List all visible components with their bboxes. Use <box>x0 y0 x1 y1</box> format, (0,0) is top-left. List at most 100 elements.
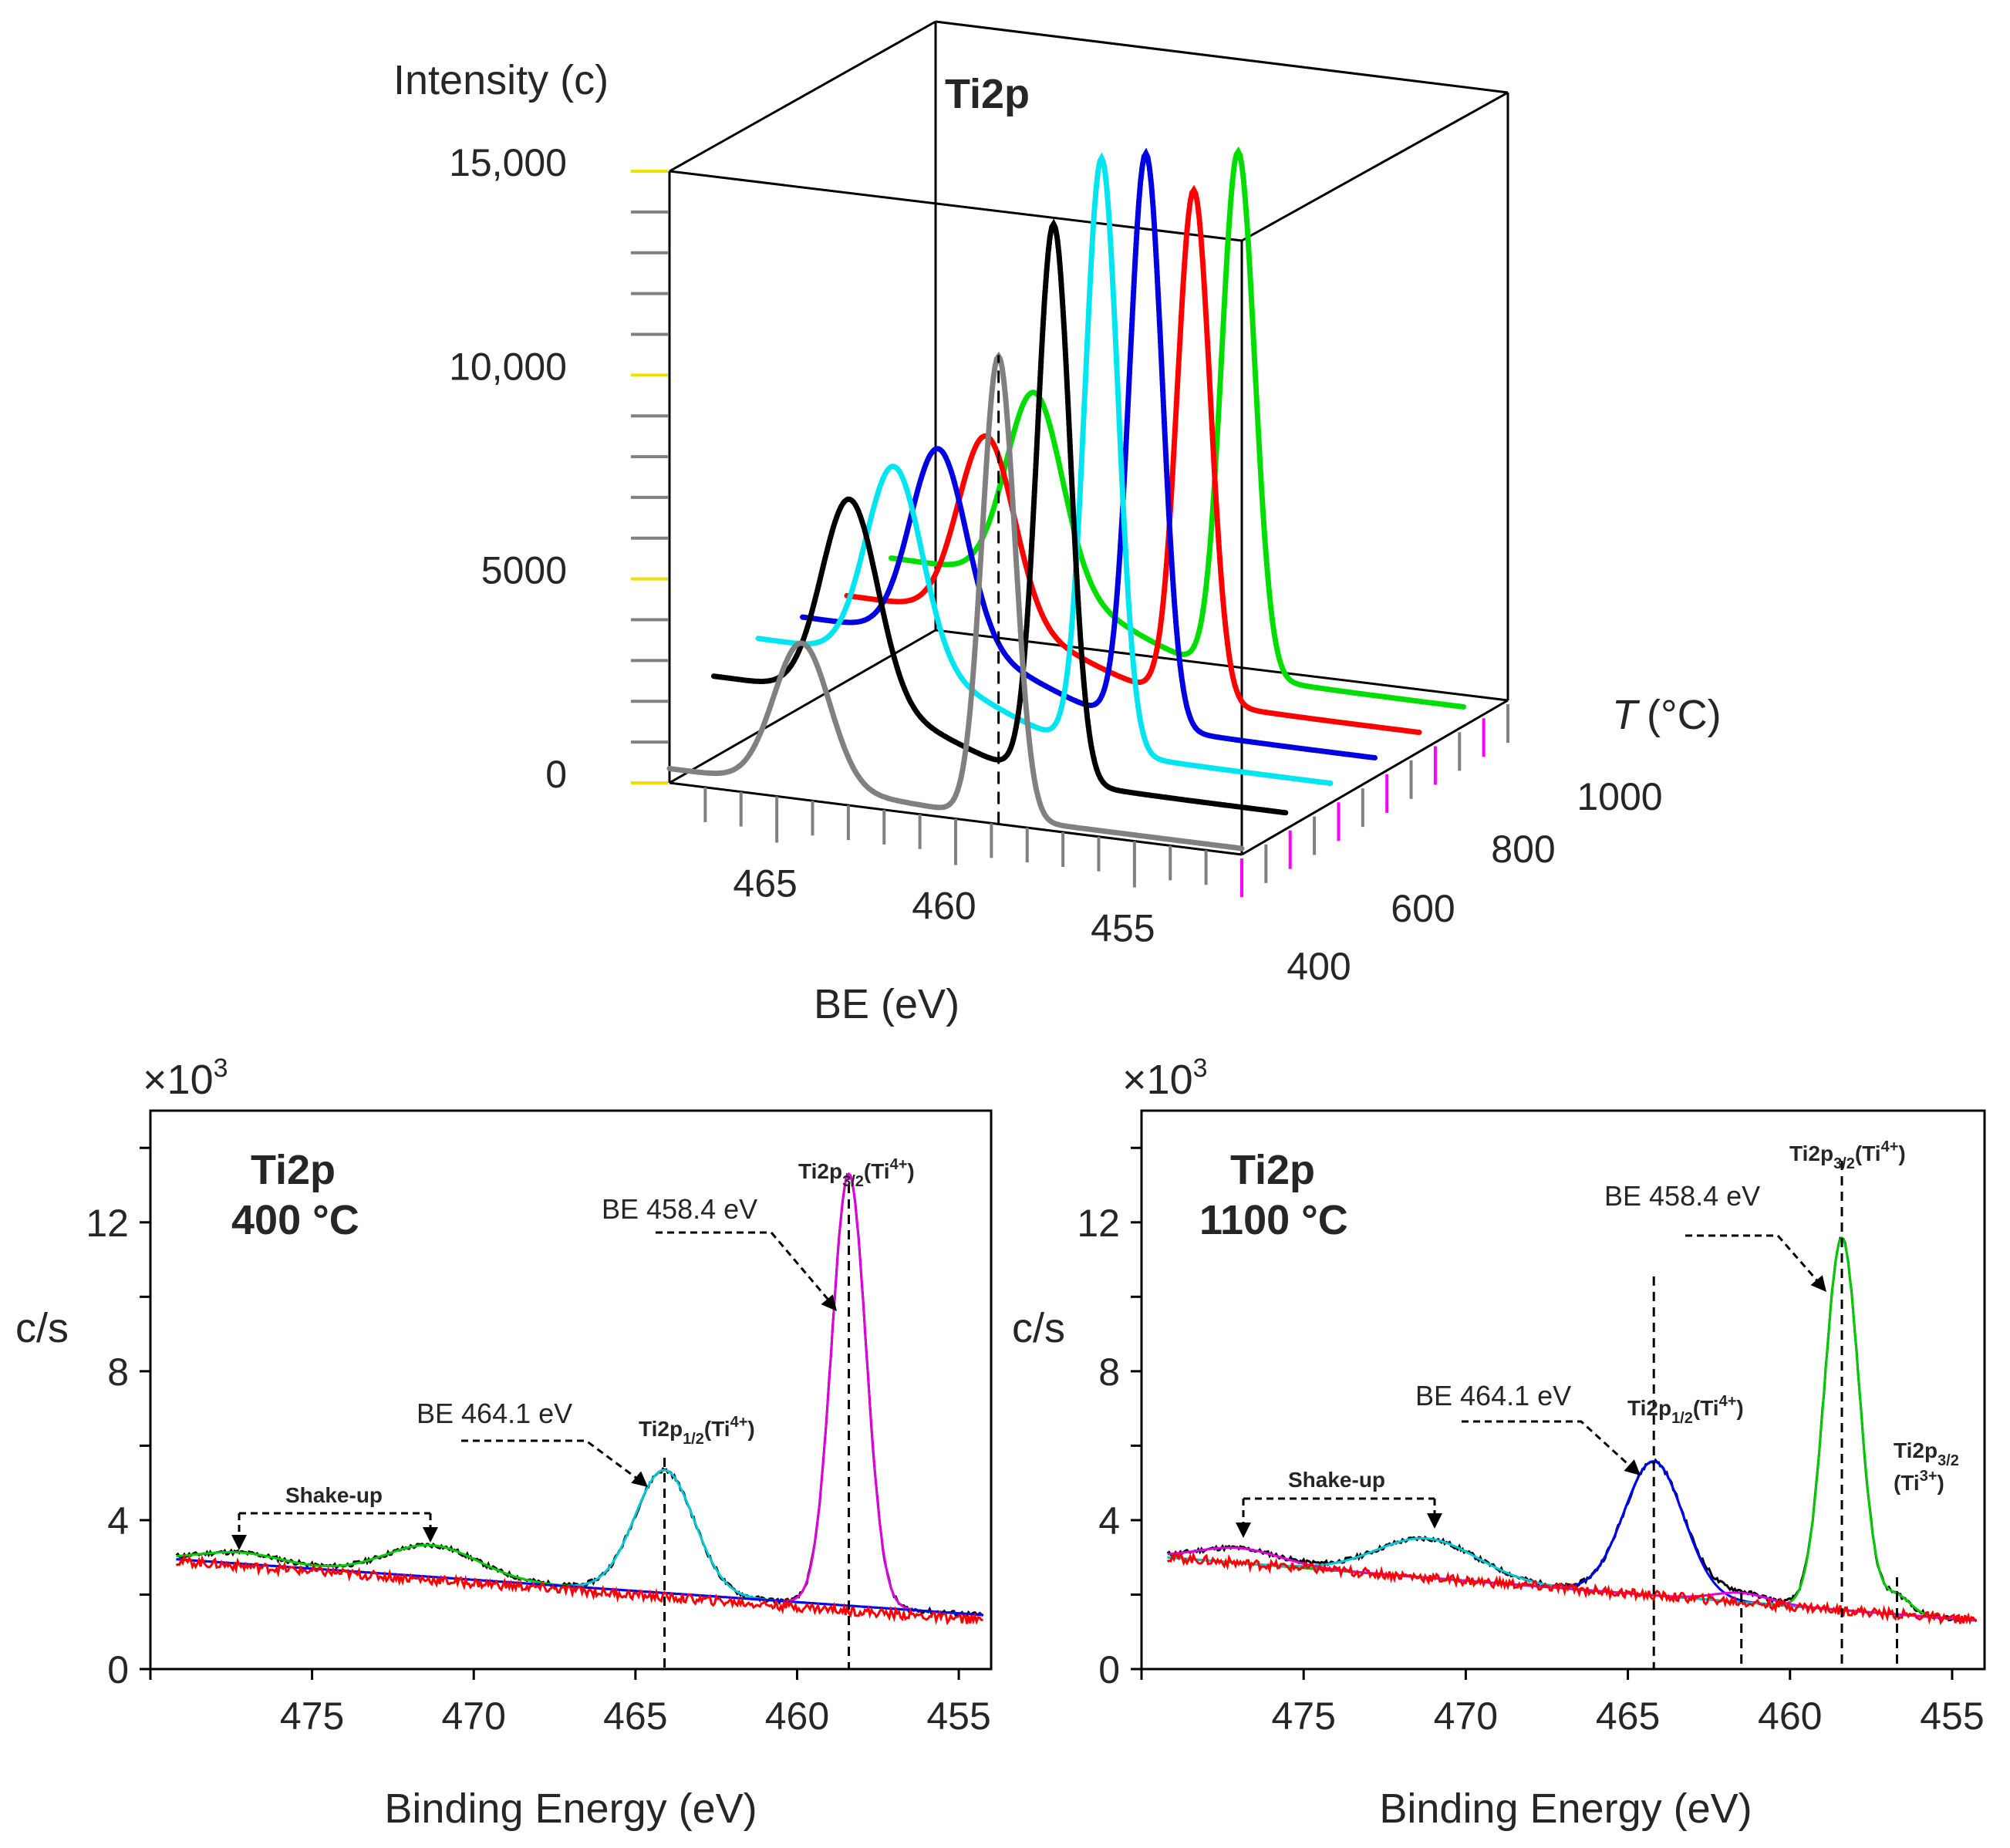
shake-up-left-arrowhead <box>231 1535 247 1550</box>
ti2p32-ti4-label: Ti2p3/2(Ti4+) <box>798 1156 915 1190</box>
ti2p12-ti4-label-part: 1/2 <box>1671 1410 1693 1427</box>
spectrum-1100c-markers <box>1652 1161 1898 1669</box>
be-458-arrowhead <box>1810 1275 1826 1292</box>
top-t-axis-unit: (°C) <box>1647 692 1722 738</box>
spectrum-400c-y-label: c/s <box>15 1305 69 1351</box>
y-tick-label: 8 <box>1098 1351 1120 1394</box>
ti2p32-ti4-label-part: 4+ <box>1881 1138 1899 1155</box>
spectrum-400c-title: Ti2p <box>251 1147 336 1193</box>
be-tick-label: 465 <box>733 862 797 905</box>
ti2p12-ti4-label-part: 1/2 <box>683 1431 704 1448</box>
spectrum-1100c-ticks: 0 4 8 12 475 470 465 460 455 <box>1077 1146 1985 1738</box>
ti2p32-ti4-label-part: (Ti <box>1855 1142 1881 1165</box>
p1-series-shake-up-fit <box>176 1543 983 1617</box>
top-series-T4 <box>800 147 1378 760</box>
ti2p32-ti4-label-part: ) <box>907 1159 914 1183</box>
ti2p12-ti4-label-part: ) <box>747 1417 754 1441</box>
y-tick-label: 8 <box>107 1351 129 1394</box>
box-top-back-edge <box>935 20 1509 94</box>
spectrum-1100c-temperature: 1100 °C <box>1199 1197 1348 1243</box>
temperature-tick-label: 1000 <box>1577 775 1662 818</box>
spectrum-1100c-series <box>1166 1236 1978 1626</box>
z-tick-label: 0 <box>545 753 567 796</box>
spectrum-400c-exponent-base: ×10 <box>143 1057 214 1103</box>
temperature-tick-label: 400 <box>1287 945 1351 988</box>
be-458-leader <box>656 1231 833 1304</box>
be-tick-label: 460 <box>912 885 976 928</box>
z-tick-label: 5000 <box>481 549 567 592</box>
ti2p32-ti3-label: Ti2p3/2 <box>1894 1438 1959 1469</box>
ti2p32-ti4-label-part: 4+ <box>890 1156 908 1173</box>
y-tick-label: 12 <box>1077 1202 1120 1245</box>
top-x-axis-label: BE (eV) <box>814 981 959 1027</box>
shake-up-label: Shake-up <box>285 1483 383 1507</box>
top-series-T3 <box>755 152 1334 786</box>
y-tick-label: 4 <box>1098 1499 1120 1543</box>
ti2p12-ti4-label: Ti2p1/2(Ti4+) <box>639 1414 755 1448</box>
p2-series-Ti2p3-2-fit <box>1167 1236 1977 1622</box>
x-tick-label: 460 <box>765 1695 829 1738</box>
spectrum-1100c-title: Ti2p <box>1230 1147 1315 1193</box>
x-tick-label: 470 <box>442 1695 506 1738</box>
ti2p32-ti4-label-part: 3/2 <box>1833 1155 1855 1172</box>
x-tick-label: 465 <box>1596 1695 1660 1738</box>
y-tick-label: 0 <box>107 1648 129 1691</box>
x-tick-label: 465 <box>603 1695 667 1738</box>
ti2p32-ti4-label-part: (Ti <box>864 1159 890 1183</box>
spectrum-1100c-frame <box>1140 1109 1986 1671</box>
ti3-ion-part: 3+ <box>1920 1468 1937 1485</box>
box-top-left-edge <box>669 20 936 173</box>
ti2p12-ti4-label-part: (Ti <box>704 1417 730 1441</box>
y-tick-label: 0 <box>1098 1648 1120 1691</box>
spectrum-400c-x-label: Binding Energy (eV) <box>384 1786 757 1832</box>
be-464-label: BE 464.1 eV <box>417 1398 572 1429</box>
x-tick-label: 475 <box>1271 1695 1335 1738</box>
x-tick-label: 460 <box>1758 1695 1822 1738</box>
be-458-leader <box>1685 1234 1822 1285</box>
z-tick-label: 15,000 <box>449 141 567 184</box>
ti2p32-ti4-label: Ti2p3/2(Ti4+) <box>1789 1138 1906 1172</box>
ti2p32-ti4-label-part: 3/2 <box>842 1173 864 1190</box>
box-floor-right-edge <box>1241 699 1509 856</box>
y-tick-label: 12 <box>86 1202 129 1245</box>
be-464-leader <box>1462 1420 1635 1471</box>
ti2p32-ti4-label-part: ) <box>1898 1142 1905 1165</box>
x-tick-label: 475 <box>280 1695 344 1738</box>
temperature-tick-label: 800 <box>1491 828 1555 871</box>
shake-up-right-arrowhead <box>423 1527 438 1543</box>
top-series-T2 <box>711 218 1289 816</box>
spectrum-1100c-panel: 0 4 8 12 475 470 465 460 455 BE 458.4 eV BE 464.1… <box>1012 1054 1986 1832</box>
top-3d-ticks: 0 5000 10,000 15,000 465 460 455 400 600 800 1000 <box>449 141 1663 988</box>
top-3d-chart: 0500010,00015,0004654604554006008001000 … <box>393 20 1722 1027</box>
spectrum-400c-frame <box>149 1109 993 1671</box>
ti3-label-part: Ti2p <box>1894 1438 1937 1462</box>
be-tick-label: 455 <box>1091 907 1155 950</box>
x-tick-label: 455 <box>1920 1695 1984 1738</box>
ti2p12-ti4-label-part: Ti2p <box>639 1417 683 1441</box>
be-464-leader <box>461 1439 641 1482</box>
top-chart-title: Ti2p <box>945 71 1030 117</box>
box-top-right-edge <box>1241 91 1509 242</box>
ti2p32-ti4-label-part: Ti2p <box>798 1159 842 1183</box>
box-floor-back-edge <box>935 629 1509 702</box>
ti2p12-ti4-label-part: 4+ <box>1719 1393 1737 1410</box>
ti3-ion-part: ) <box>1937 1471 1944 1495</box>
ti2p32-ti3-ion-label: (Ti3+) <box>1894 1468 1944 1495</box>
be-464-label: BE 464.1 eV <box>1415 1380 1571 1411</box>
x-tick-label: 470 <box>1434 1695 1498 1738</box>
top-series-T1 <box>666 351 1245 851</box>
be-458-arrowhead <box>821 1294 837 1311</box>
ti2p12-ti4-label-part: 4+ <box>730 1414 748 1431</box>
top-t-axis-label: T (°C) <box>1612 692 1722 738</box>
ti2p12-ti4-label-part: ) <box>1736 1396 1743 1420</box>
box-top-front-edge <box>669 170 1243 242</box>
ti2p12-ti4-label-part: (Ti <box>1693 1396 1719 1420</box>
ti2p12-ti4-label: Ti2p1/2(Ti4+) <box>1627 1393 1744 1427</box>
be-458-label: BE 458.4 eV <box>602 1193 757 1225</box>
spectrum-1100c-exponent-power: 3 <box>1193 1054 1208 1083</box>
y-tick-label: 4 <box>107 1499 129 1543</box>
spectrum-400c-series <box>175 1172 984 1626</box>
